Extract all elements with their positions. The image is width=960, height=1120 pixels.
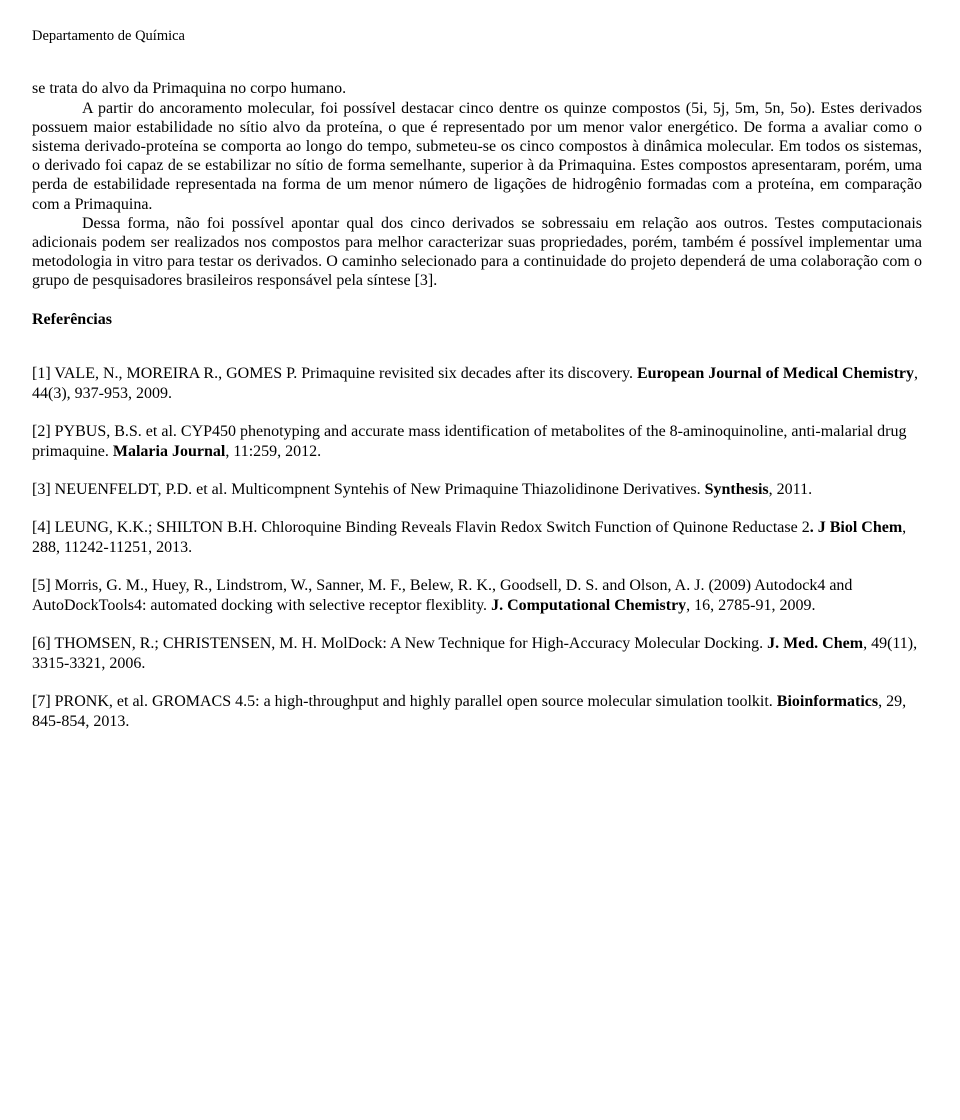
reference-journal: J. Med. Chem [767,635,863,652]
page-header: Departamento de Química [32,28,922,45]
body-paragraph-1: se trata do alvo da Primaquina no corpo … [32,79,922,290]
reference-text: [1] VALE, N., MOREIRA R., GOMES P. Prima… [32,365,637,382]
references-heading: Referências [32,310,922,329]
reference-5: [5] Morris, G. M., Huey, R., Lindstrom, … [32,576,922,616]
paragraph-text: A partir do ancoramento molecular, foi p… [32,100,922,213]
reference-2: [2] PYBUS, B.S. et al. CYP450 phenotypin… [32,422,922,462]
paragraph-text: se trata do alvo da Primaquina no corpo … [32,80,346,97]
paragraph-text: Dessa forma, não foi possível apontar qu… [32,215,922,290]
reference-journal: Synthesis [705,481,769,498]
reference-text: [7] PRONK, et al. GROMACS 4.5: a high-th… [32,693,777,710]
reference-journal: European Journal of Medical Chemistry [637,365,914,382]
reference-3: [3] NEUENFELDT, P.D. et al. Multicompnen… [32,480,922,500]
reference-journal: Bioinformatics [777,693,878,710]
reference-text: , 16, 2785-91, 2009. [686,597,815,614]
reference-6: [6] THOMSEN, R.; CHRISTENSEN, M. H. MolD… [32,634,922,674]
reference-journal: J. Computational Chemistry [491,597,686,614]
reference-journal: Malaria Journal [113,443,225,460]
reference-1: [1] VALE, N., MOREIRA R., GOMES P. Prima… [32,364,922,404]
reference-4: [4] LEUNG, K.K.; SHILTON B.H. Chloroquin… [32,518,922,558]
reference-text: [6] THOMSEN, R.; CHRISTENSEN, M. H. MolD… [32,635,767,652]
reference-journal: . J Biol Chem [810,519,902,536]
reference-text: , 11:259, 2012. [225,443,321,460]
reference-text: [3] NEUENFELDT, P.D. et al. Multicompnen… [32,481,705,498]
reference-text: , 2011. [769,481,812,498]
reference-7: [7] PRONK, et al. GROMACS 4.5: a high-th… [32,692,922,732]
reference-text: [4] LEUNG, K.K.; SHILTON B.H. Chloroquin… [32,519,810,536]
